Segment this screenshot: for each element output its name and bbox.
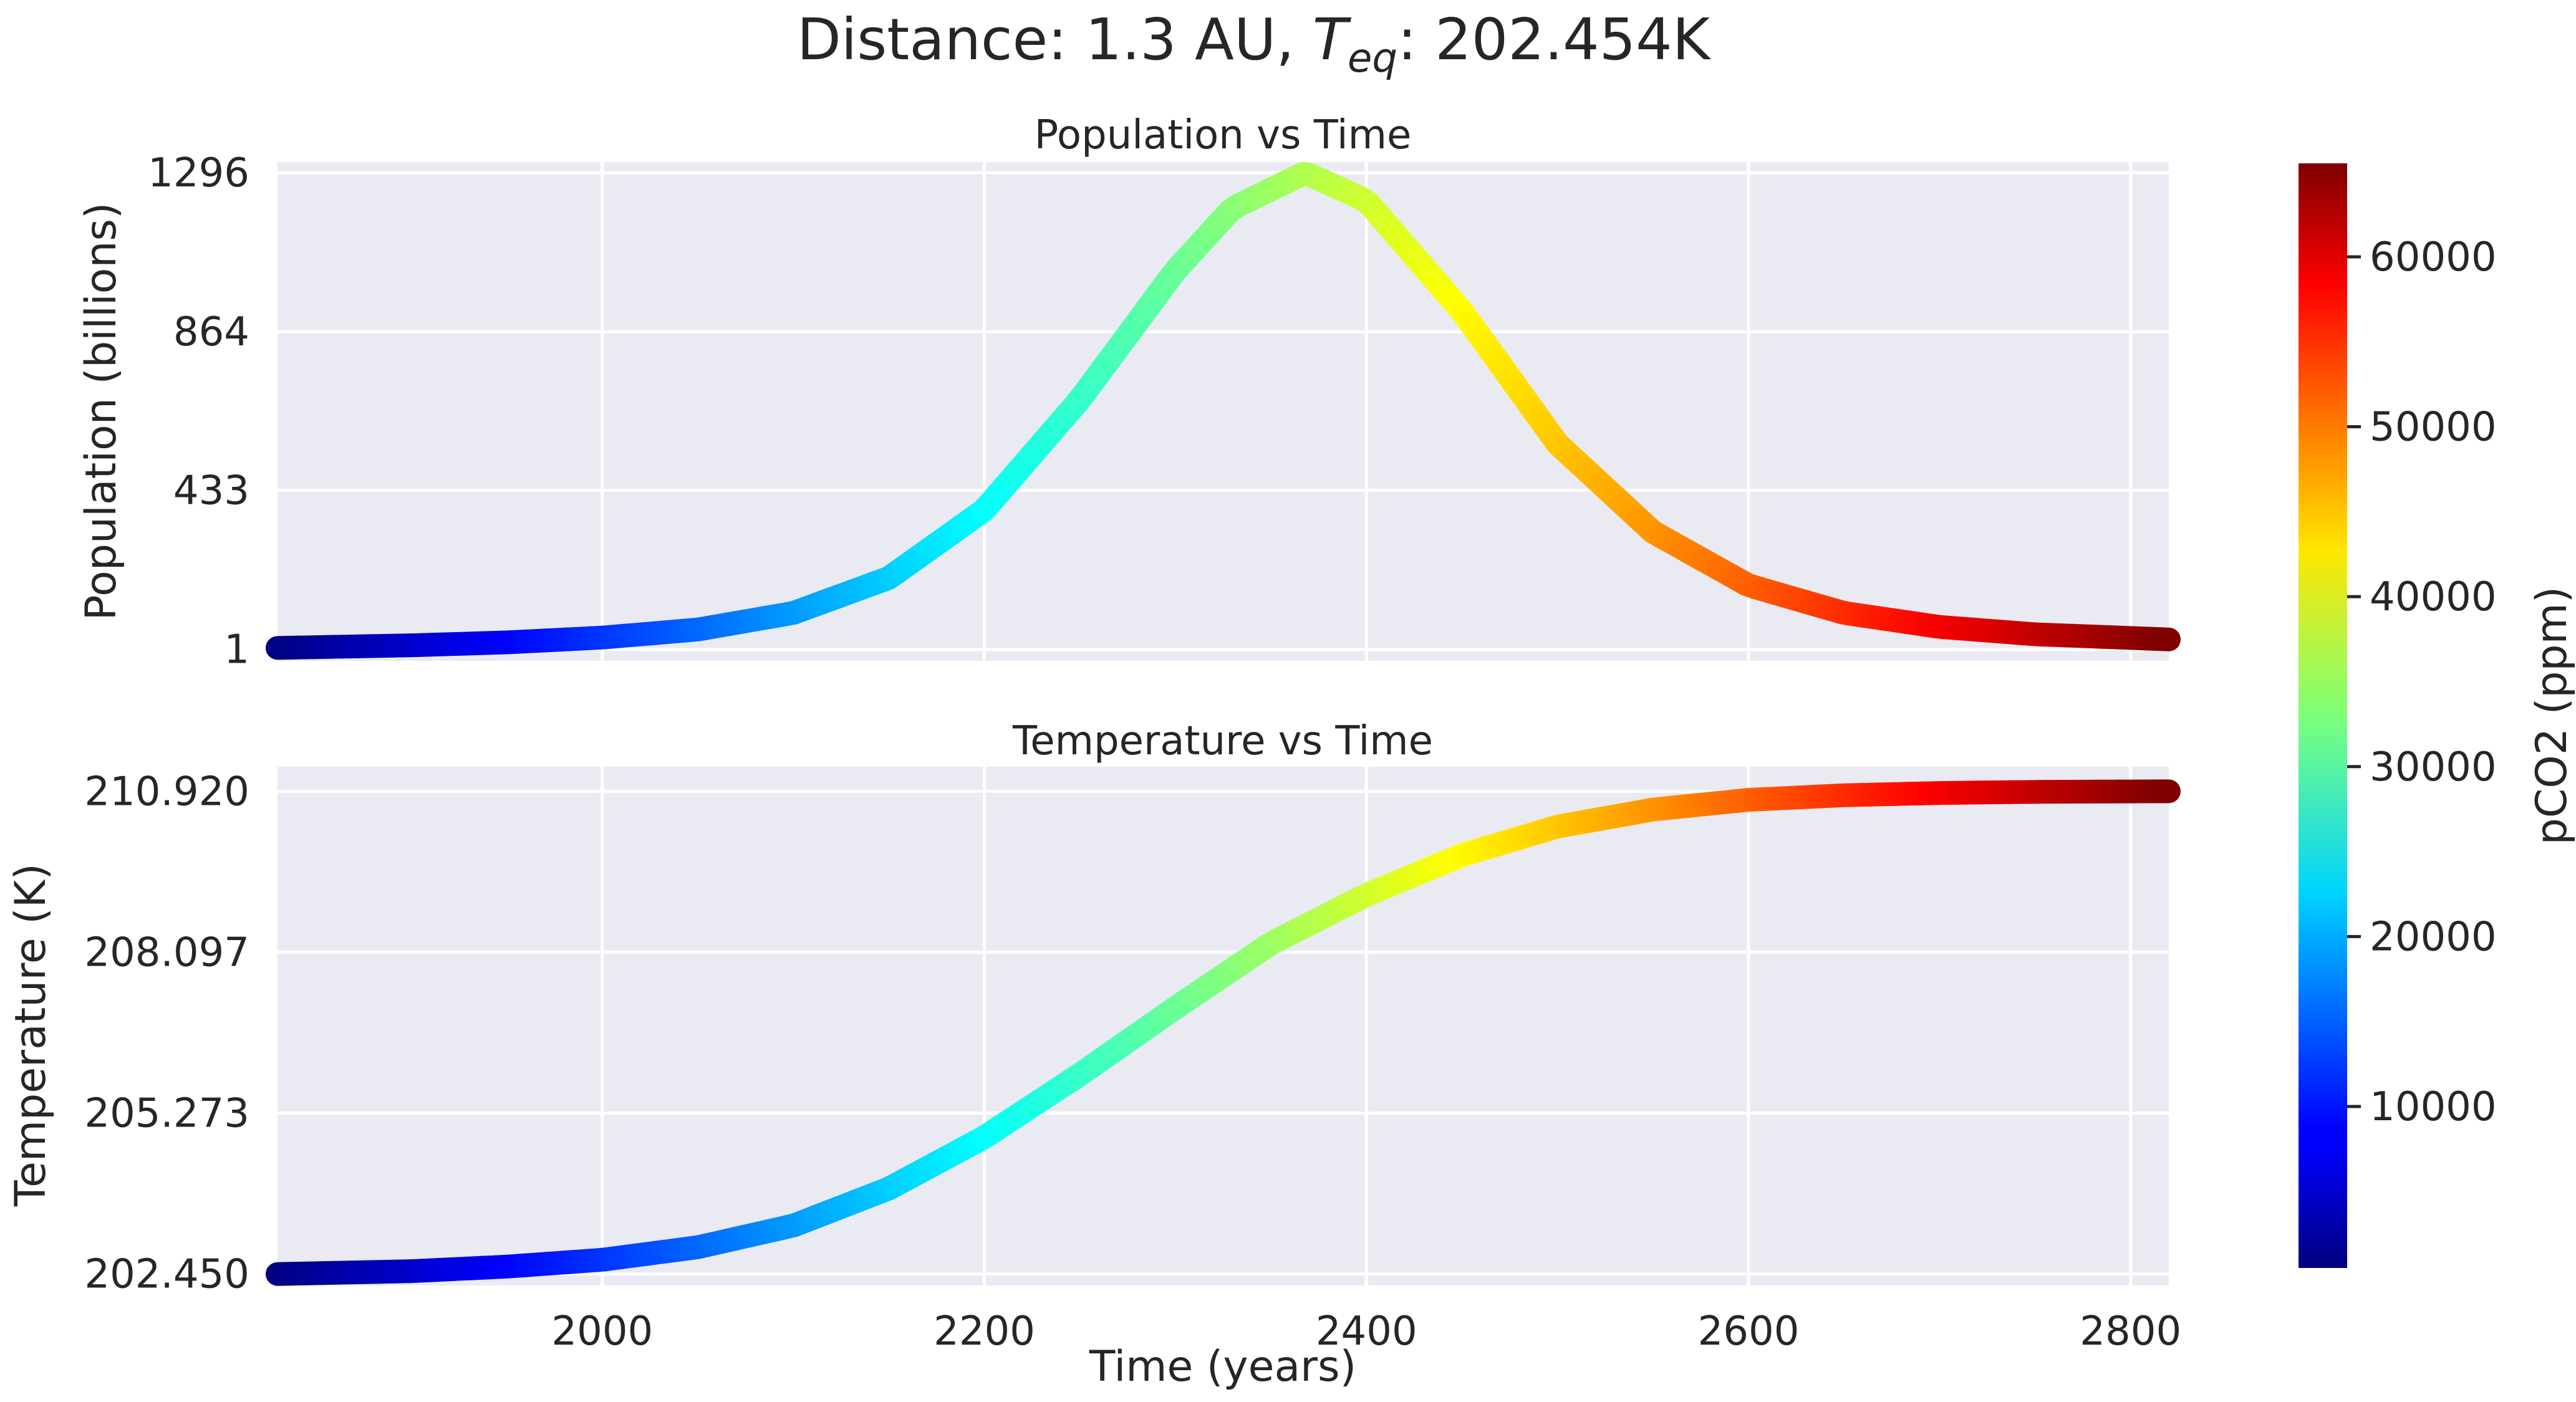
temperature-x-ticks: 2000 2200 2400 2600 2800 bbox=[551, 1308, 2181, 1355]
temperature-y-label: Temperature (K) bbox=[6, 863, 55, 1207]
colorbar-ticks: 10000 20000 30000 40000 50000 60000 bbox=[2347, 234, 2497, 1130]
x-tick-label: 2200 bbox=[933, 1308, 1035, 1355]
y-tick-label: 1296 bbox=[148, 150, 249, 196]
x-tick-label: 2800 bbox=[2080, 1308, 2181, 1355]
temperature-x-label: Time (years) bbox=[1089, 1342, 1356, 1391]
x-tick-label: 2400 bbox=[1316, 1308, 1417, 1355]
temperature-y-ticks: 202.450 205.273 208.097 210.920 bbox=[84, 769, 249, 1297]
y-tick-label: 1 bbox=[224, 627, 249, 673]
figure-title: Distance: 1.3 AU, Teq: 202.454K bbox=[797, 6, 1712, 82]
y-tick-label: 205.273 bbox=[84, 1091, 249, 1137]
temperature-title: Temperature vs Time bbox=[1012, 718, 1433, 764]
y-tick-label: 864 bbox=[173, 309, 249, 355]
colorbar-label: pCO2 (ppm) bbox=[2527, 587, 2576, 845]
colorbar-tick-label: 10000 bbox=[2370, 1084, 2497, 1130]
colorbar-tick-label: 60000 bbox=[2370, 234, 2497, 281]
temperature-axes: 202.450 205.273 208.097 210.920 2000 2200 240… bbox=[6, 718, 2181, 1391]
population-plot-area bbox=[277, 162, 2169, 661]
population-axes: 1 433 864 1296 Population vs Time Populatio… bbox=[77, 112, 2181, 673]
temperature-plot-area bbox=[277, 767, 2169, 1285]
y-tick-label: 208.097 bbox=[84, 929, 249, 976]
colorbar-tick-label: 30000 bbox=[2370, 744, 2497, 790]
y-tick-label: 202.450 bbox=[84, 1252, 249, 1298]
population-y-label: Population (billions) bbox=[77, 203, 126, 621]
colorbar-gradient bbox=[2299, 163, 2347, 1268]
colorbar-tick-label: 50000 bbox=[2370, 405, 2497, 451]
y-tick-label: 210.920 bbox=[84, 769, 249, 815]
population-title: Population vs Time bbox=[1035, 112, 1412, 158]
x-tick-label: 2600 bbox=[1698, 1308, 1800, 1355]
x-tick-label: 2000 bbox=[551, 1308, 653, 1355]
population-series bbox=[266, 161, 2181, 660]
colorbar-tick-label: 40000 bbox=[2370, 574, 2497, 620]
temperature-series bbox=[266, 779, 2181, 1286]
colorbar: 10000 20000 30000 40000 50000 60000 pCO2 (ppm… bbox=[2299, 163, 2576, 1268]
colorbar-tick-label: 20000 bbox=[2370, 914, 2497, 960]
y-tick-label: 433 bbox=[173, 468, 249, 514]
population-y-ticks: 1 433 864 1296 bbox=[148, 150, 249, 673]
